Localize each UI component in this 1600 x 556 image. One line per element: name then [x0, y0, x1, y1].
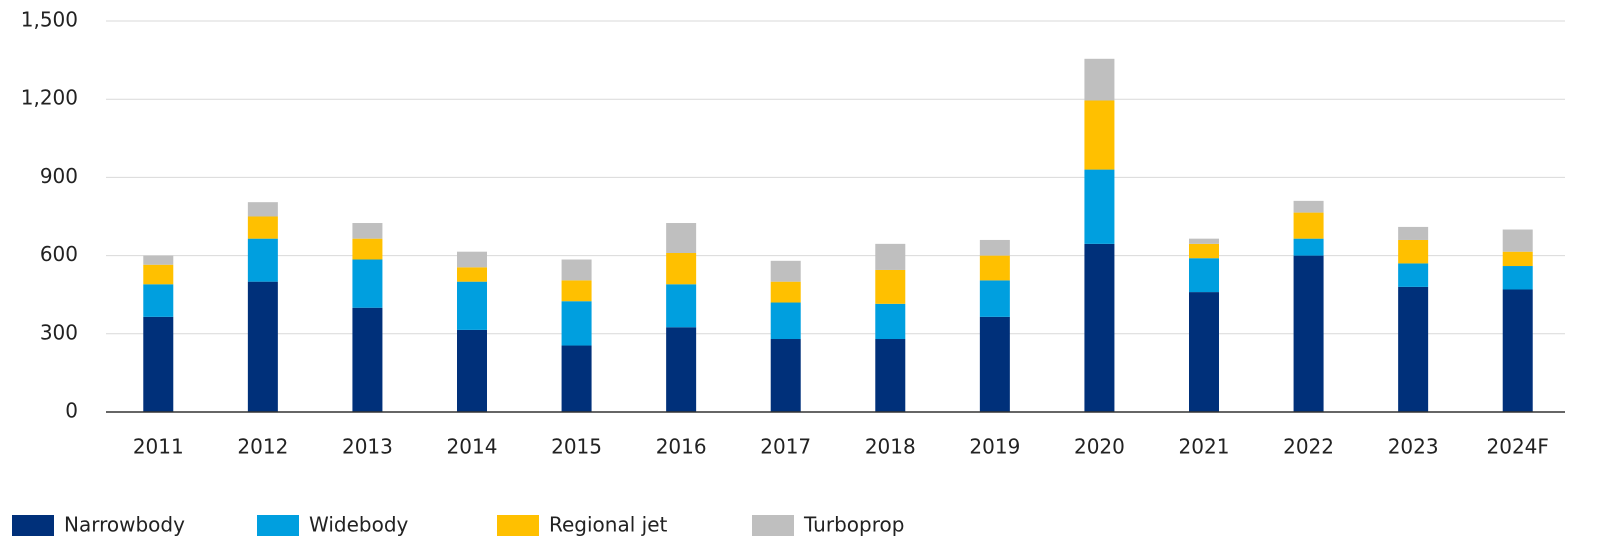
x-tick-label: 2014: [447, 435, 498, 459]
bar-segment: [143, 316, 174, 412]
bar-segment: [1293, 255, 1324, 412]
bar-segment: [1084, 58, 1115, 101]
legend-label: Turboprop: [803, 513, 904, 537]
bar-segment: [770, 260, 801, 282]
y-tick-label: 1,200: [21, 86, 78, 110]
bar-segment: [352, 238, 383, 260]
bar-segment: [143, 255, 174, 265]
bar-segment: [1502, 229, 1533, 252]
legend-label: Widebody: [309, 513, 409, 537]
bar-segment: [1398, 239, 1429, 264]
bar-segment: [770, 302, 801, 340]
bar-segment: [352, 259, 383, 308]
bar-segment: [875, 303, 906, 340]
bar-segment: [666, 327, 697, 412]
bar-segment: [1502, 266, 1533, 290]
bar-segment: [143, 264, 174, 285]
legend-swatch: [497, 515, 539, 536]
legend-label: Regional jet: [549, 513, 667, 537]
bar-segment: [457, 281, 487, 330]
bar-segment: [875, 339, 906, 412]
x-tick-label: 2015: [551, 435, 602, 459]
y-tick-label: 600: [40, 242, 78, 266]
x-tick-label: 2018: [865, 435, 916, 459]
bar-segment: [1189, 292, 1219, 412]
legend-label: Narrowbody: [64, 513, 185, 537]
y-tick-label: 1,500: [21, 8, 78, 32]
bar-segment: [770, 281, 801, 303]
bar-segment: [352, 307, 383, 412]
legend-swatch: [12, 515, 54, 536]
bar-segment: [1293, 238, 1324, 256]
bar-segment: [143, 284, 174, 317]
y-tick-label: 900: [40, 164, 78, 188]
bar-segment: [979, 239, 1010, 256]
bar-segment: [1398, 226, 1429, 240]
bar-segment: [1502, 289, 1533, 412]
bar-segment: [666, 252, 697, 285]
bar-segment: [979, 255, 1010, 281]
x-tick-label: 2013: [342, 435, 393, 459]
bar-segment: [770, 339, 801, 412]
bar-segment: [979, 316, 1010, 412]
y-tick-label: 0: [65, 399, 78, 423]
bar-segment: [666, 284, 697, 328]
bar-segment: [247, 202, 278, 217]
bar-segment: [1293, 212, 1324, 239]
x-tick-label: 2024F: [1487, 435, 1549, 459]
bar-segment: [1084, 100, 1115, 170]
bar-segment: [352, 223, 383, 239]
bar-segment: [561, 259, 592, 281]
bar-segment: [1502, 251, 1533, 267]
bar-segment: [1398, 263, 1429, 287]
bar-segment: [979, 280, 1010, 317]
x-tick-label: 2022: [1283, 435, 1334, 459]
bar-segment: [1293, 200, 1324, 213]
bar-segment: [1084, 243, 1115, 412]
bar-segment: [561, 301, 592, 346]
legend-swatch: [752, 515, 794, 536]
y-tick-label: 300: [40, 320, 78, 344]
bar-segment: [666, 223, 697, 253]
bar-segment: [1189, 243, 1219, 259]
x-tick-label: 2017: [760, 435, 811, 459]
bar-segment: [247, 281, 278, 412]
bar-segment: [457, 267, 487, 282]
bar-segment: [1084, 169, 1115, 244]
x-tick-label: 2023: [1388, 435, 1439, 459]
x-tick-label: 2011: [133, 435, 184, 459]
bar-segment: [875, 243, 906, 270]
bar-segment: [457, 329, 487, 412]
x-tick-label: 2020: [1074, 435, 1125, 459]
bar-segment: [1189, 258, 1219, 293]
bar-segment: [561, 345, 592, 412]
x-tick-label: 2021: [1179, 435, 1230, 459]
bar-segment: [247, 238, 278, 282]
x-tick-label: 2016: [656, 435, 707, 459]
legend-swatch: [257, 515, 299, 536]
bar-segment: [1398, 286, 1429, 412]
bar-segment: [875, 269, 906, 304]
x-tick-label: 2019: [969, 435, 1020, 459]
bar-segment: [247, 216, 278, 239]
bar-segment: [1189, 238, 1219, 244]
x-tick-label: 2012: [237, 435, 288, 459]
bar-segment: [457, 251, 487, 268]
bar-segment: [561, 280, 592, 302]
